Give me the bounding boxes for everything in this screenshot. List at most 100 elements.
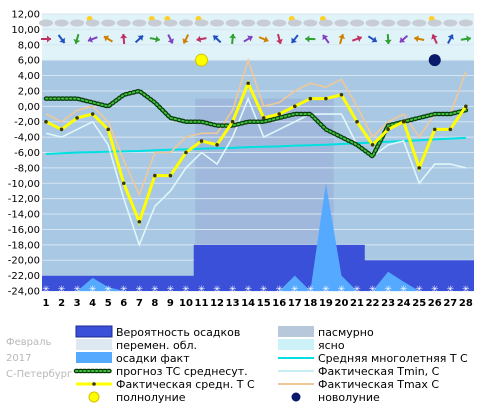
tavg-point — [324, 96, 328, 101]
wind-arrow-head — [414, 35, 419, 43]
tavg-point — [339, 92, 344, 97]
snow-icon: ✳ — [415, 285, 423, 295]
cloud-icon — [194, 19, 209, 27]
y-tick-label: -4,00 — [14, 133, 40, 144]
tavg-point — [75, 116, 79, 120]
tavg-point — [308, 96, 313, 101]
x-tick-label: 10 — [179, 298, 193, 309]
snow-markers: ✳ ✳ ✳ ✳ ✳ ✳ ✳ ✳ ✳ ✳ ✳ ✳ ✳ ✳ ✳ ✳ ✳ ✳ ✳ ✳ ✳ ✳ ✳ ✳ ✳ ✳ ✳ ✳ — [42, 285, 470, 295]
wind-arrow-head — [59, 37, 65, 43]
wind-arrow-icon — [196, 35, 207, 43]
x-tick-label: 2 — [58, 298, 65, 309]
snow-icon: ✳ — [307, 285, 315, 295]
tavg-point — [230, 119, 235, 124]
tavg-point — [137, 219, 142, 224]
x-tick-label: 22 — [366, 298, 380, 309]
snow-icon: ✳ — [182, 285, 190, 295]
wind-arrow-icon — [414, 35, 425, 43]
full-moon-icon — [88, 391, 100, 403]
y-tick-label: -8,00 — [14, 163, 40, 174]
wind-arrow-head — [73, 38, 81, 44]
snow-icon: ✳ — [447, 285, 455, 295]
wind-arrow-icon — [134, 34, 144, 44]
wind-arrow-head — [167, 38, 174, 44]
legend-swatch — [76, 352, 112, 363]
tavg-point — [121, 181, 126, 186]
cloud-icon — [381, 19, 396, 27]
x-tick-label: 6 — [120, 298, 127, 309]
wind-arrow-icon — [367, 35, 378, 43]
y-tick-label: -20,00 — [8, 256, 40, 267]
y-tick-label: 10,00 — [11, 25, 40, 36]
tavg-point — [417, 166, 422, 170]
x-tick-label: 3 — [74, 298, 81, 309]
wind-arrow-head — [263, 36, 269, 43]
wind-arrow-icon — [431, 34, 438, 44]
legend-item: пасмурно — [278, 326, 374, 339]
tavg-point — [464, 104, 468, 109]
y-tick-label: -10,00 — [8, 179, 40, 190]
x-tick-label: 9 — [167, 298, 174, 309]
wind-arrow-head — [137, 35, 144, 41]
cloud-icon — [85, 19, 100, 27]
wind-arrow-icon — [243, 35, 253, 43]
snow-icon: ✳ — [213, 285, 221, 295]
x-tick-label: 24 — [397, 298, 411, 309]
y-tick-label: -12,00 — [8, 194, 40, 205]
weather-icons-row — [39, 16, 473, 27]
wind-arrow-head — [213, 35, 219, 41]
wind-arrow-icon — [212, 34, 222, 44]
x-tick-label: 23 — [381, 298, 395, 309]
tavg-point — [293, 104, 297, 109]
forecast-line — [45, 89, 467, 158]
cloud-icon — [54, 19, 69, 27]
full-moon-icon — [195, 53, 208, 67]
wind-arrow-icon — [73, 33, 81, 45]
wind-arrow-icon — [338, 33, 346, 45]
y-axis-ticks: 12,00 10,00 8,00 6,00 4,00 2,00 0,00 -2,00 -4,00… — [8, 10, 40, 298]
x-tick-label: 4 — [89, 298, 96, 309]
tavg-point — [59, 127, 64, 132]
wind-arrow-head — [356, 35, 362, 42]
cloud-icon — [365, 19, 380, 27]
x-tick-label: 13 — [226, 298, 240, 309]
wind-arrow-head — [338, 34, 346, 40]
x-tick-label: 25 — [412, 298, 426, 309]
snow-icon: ✳ — [120, 285, 128, 295]
wind-arrow-icon — [351, 35, 363, 42]
snow-icon: ✳ — [104, 285, 112, 295]
snow-icon: ✳ — [338, 285, 346, 295]
tavg-point — [401, 119, 406, 124]
cloud-icon — [458, 19, 473, 27]
wind-arrow-head — [291, 37, 297, 43]
x-tick-label: 15 — [257, 298, 271, 309]
legend-label: перемен. обл. — [116, 339, 197, 352]
y-tick-label: -18,00 — [8, 240, 40, 251]
cloud-icon — [427, 19, 442, 27]
legend: Вероятность осадков пасмурно перемен. обл.… — [42, 318, 474, 412]
tavg-point — [448, 127, 453, 132]
legend-swatch-point — [92, 382, 96, 386]
legend-label: Вероятность осадков — [116, 326, 240, 339]
legend-swatch — [76, 339, 112, 350]
x-tick-label: 26 — [428, 298, 442, 309]
wind-arrow-icon — [276, 33, 283, 45]
y-tick-label: 12,00 — [11, 10, 40, 21]
x-axis-ticks: 1 2 3 4 5 6 7 8 9 10 11 12 13 14 15 16 17 18 19 20 21 22 23 24 2… — [43, 298, 473, 309]
x-tick-label: 17 — [288, 298, 302, 309]
precip-probability-area — [42, 244, 474, 291]
wind-arrow-head — [47, 35, 51, 43]
cloud-icon — [132, 19, 147, 27]
wind-arrow-icon — [167, 34, 174, 44]
new-moon-icon — [291, 392, 301, 402]
snow-icon: ✳ — [42, 285, 50, 295]
legend-swatch — [75, 325, 113, 338]
legend-label: Средняя многолетняя Т С — [318, 352, 468, 365]
wind-arrow-icon — [57, 34, 66, 44]
tavg-point — [215, 143, 219, 147]
x-tick-label: 5 — [105, 298, 112, 309]
snow-icon: ✳ — [73, 285, 81, 295]
wind-arrow-head — [447, 34, 454, 40]
x-tick-label: 18 — [303, 298, 317, 309]
wind-arrows-row — [41, 33, 471, 45]
